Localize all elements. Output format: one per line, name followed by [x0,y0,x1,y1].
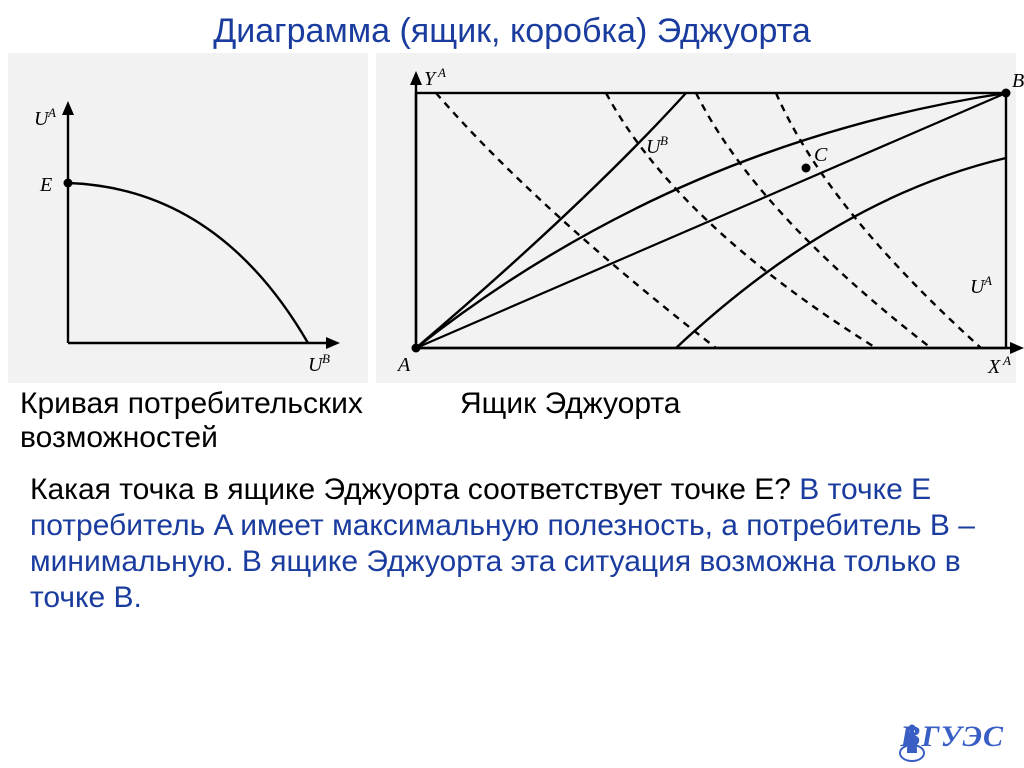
svg-text:A: A [983,273,992,288]
svg-text:Y: Y [424,68,437,90]
svg-text:B: B [322,351,330,366]
svg-text:B: B [660,133,668,148]
svg-text:A: A [1002,353,1011,368]
captions-row: Кривая потребительских возможностей Ящик… [0,383,1024,454]
svg-text:X: X [987,356,1001,378]
logo: ВГУЭС [894,720,1004,754]
left-caption: Кривая потребительских возможностей [20,387,420,454]
right-diagram-svg: A B C Y A X A U A U B [376,53,1024,383]
left-diagram-svg: U A U B E [8,53,368,383]
svg-text:A: A [396,354,411,376]
page-title: Диаграмма (ящик, коробка) Эджуорта [0,0,1024,51]
svg-text:A: A [47,105,56,120]
svg-text:C: C [814,144,828,166]
right-caption: Ящик Эджуорта [460,387,680,454]
body-text: Какая точка в ящике Эджуорта соответству… [0,454,1024,616]
svg-text:A: A [437,65,446,80]
left-diagram: U A U B E [8,53,368,383]
svg-text:E: E [39,174,52,196]
logo-icon [894,720,930,764]
diagram-row: U A U B E [0,53,1024,383]
body-question: Какая точка в ящике Эджуорта соответству… [30,473,791,506]
svg-text:B: B [1012,70,1024,92]
right-diagram: A B C Y A X A U A U B [376,53,1016,383]
